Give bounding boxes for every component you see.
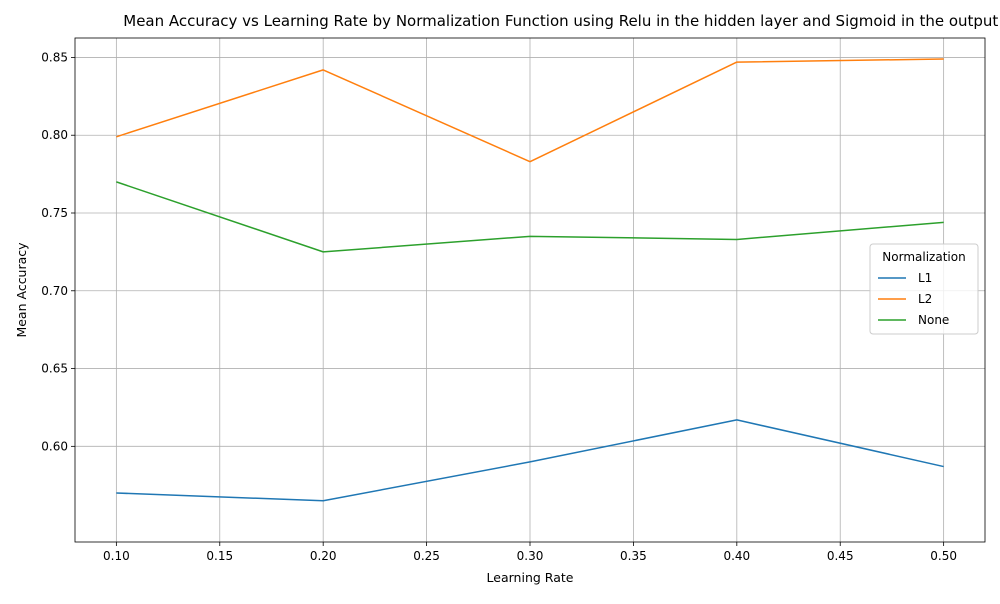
x-tick-label: 0.45 — [827, 549, 854, 563]
series-line-l2 — [116, 58, 944, 163]
series-lines — [116, 58, 944, 502]
x-tick-label: 0.20 — [310, 549, 337, 563]
legend-label-none: None — [918, 313, 949, 327]
x-tick-label: 0.15 — [206, 549, 233, 563]
x-tick-label: 0.30 — [517, 549, 544, 563]
x-tick-label: 0.10 — [103, 549, 130, 563]
y-axis-ticks: 0.60 0.65 0.70 0.75 0.80 0.85 — [41, 50, 75, 453]
series-line-l1 — [116, 419, 944, 502]
x-tick-label: 0.50 — [930, 549, 957, 563]
x-axis-ticks: 0.10 0.15 0.20 0.25 0.30 0.35 0.40 0.45 0.50 — [103, 542, 957, 563]
legend-label-l1: L1 — [918, 271, 932, 285]
y-tick-label: 0.65 — [41, 362, 68, 376]
x-tick-label: 0.25 — [413, 549, 440, 563]
x-tick-label: 0.40 — [723, 549, 750, 563]
legend-items: L1 L2 None — [878, 271, 949, 327]
y-tick-label: 0.75 — [41, 206, 68, 220]
legend: Normalization L1 L2 None — [869, 243, 979, 335]
y-tick-label: 0.80 — [41, 128, 68, 142]
series-line-none — [116, 181, 944, 253]
y-tick-label: 0.70 — [41, 284, 68, 298]
y-axis-label: Mean Accuracy — [14, 242, 29, 338]
grid — [75, 38, 985, 542]
legend-title: Normalization — [882, 250, 965, 264]
y-tick-label: 0.60 — [41, 439, 68, 453]
y-tick-label: 0.85 — [41, 50, 68, 64]
legend-label-l2: L2 — [918, 292, 932, 306]
legend-box — [869, 243, 979, 335]
x-axis-label: Learning Rate — [487, 570, 574, 585]
chart-title: Mean Accuracy vs Learning Rate by Normal… — [123, 12, 1000, 30]
x-tick-label: 0.35 — [620, 549, 647, 563]
